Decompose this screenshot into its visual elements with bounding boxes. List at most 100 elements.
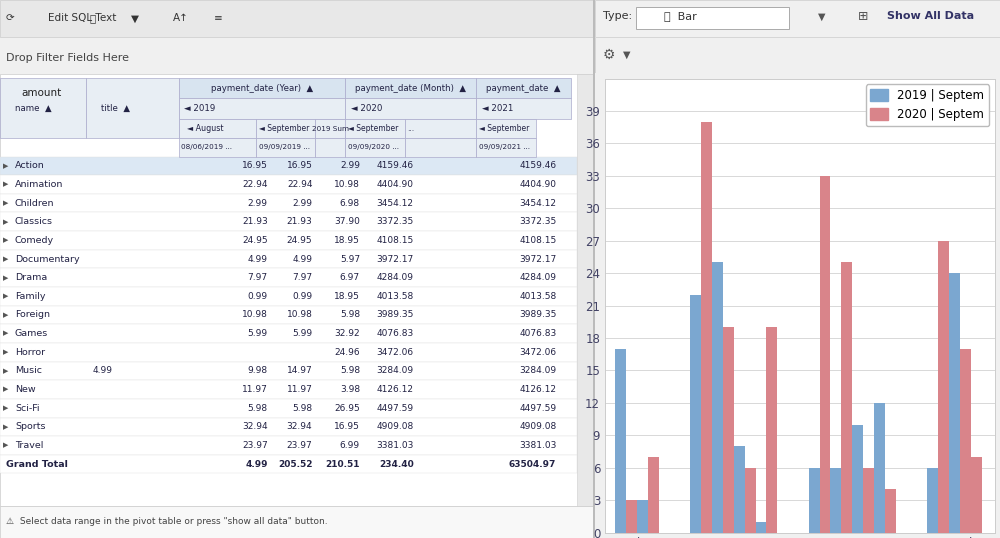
Text: 4.99: 4.99 bbox=[245, 459, 268, 469]
Bar bbox=[690, 295, 701, 533]
Text: 16.95: 16.95 bbox=[242, 161, 268, 171]
Text: 3472.06: 3472.06 bbox=[376, 348, 414, 357]
Text: Sci-Fi: Sci-Fi bbox=[15, 404, 39, 413]
Text: 📊  Bar: 📊 Bar bbox=[664, 11, 697, 22]
Bar bbox=[0, 157, 577, 175]
Bar bbox=[0, 362, 577, 380]
Text: 4108.15: 4108.15 bbox=[376, 236, 414, 245]
Text: ◄ 2020: ◄ 2020 bbox=[351, 104, 382, 113]
Text: ▶: ▶ bbox=[3, 293, 8, 299]
Text: 5.98: 5.98 bbox=[340, 310, 360, 320]
Text: Edit SQL Text: Edit SQL Text bbox=[48, 13, 116, 23]
Text: 9.98: 9.98 bbox=[248, 366, 268, 376]
Bar bbox=[178, 98, 345, 119]
Text: 63504.97: 63504.97 bbox=[509, 459, 556, 469]
Text: 3972.17: 3972.17 bbox=[376, 254, 414, 264]
Text: 3472.06: 3472.06 bbox=[519, 348, 556, 357]
Bar bbox=[0, 74, 595, 506]
Text: 4284.09: 4284.09 bbox=[519, 273, 556, 282]
Text: Show All Data: Show All Data bbox=[887, 11, 974, 22]
Bar bbox=[863, 468, 874, 533]
Bar bbox=[636, 8, 789, 29]
Text: 4126.12: 4126.12 bbox=[519, 385, 556, 394]
Text: 22.94: 22.94 bbox=[242, 180, 268, 189]
Text: 16.95: 16.95 bbox=[287, 161, 312, 171]
Text: 4284.09: 4284.09 bbox=[377, 273, 414, 282]
Text: 26.95: 26.95 bbox=[334, 404, 360, 413]
Text: 32.94: 32.94 bbox=[287, 422, 312, 431]
Bar bbox=[960, 349, 971, 533]
Text: Animation: Animation bbox=[15, 180, 63, 189]
Bar bbox=[476, 138, 536, 157]
Bar bbox=[256, 119, 315, 138]
Text: 4076.83: 4076.83 bbox=[376, 329, 414, 338]
Bar bbox=[178, 138, 256, 157]
Bar bbox=[476, 78, 571, 98]
Text: Horror: Horror bbox=[15, 348, 45, 357]
Text: ◄ September: ◄ September bbox=[348, 124, 398, 133]
Text: ⚙: ⚙ bbox=[603, 48, 616, 62]
Text: 4.99: 4.99 bbox=[248, 254, 268, 264]
Bar bbox=[0, 287, 577, 306]
Text: Music: Music bbox=[15, 366, 42, 376]
Text: 10.98: 10.98 bbox=[287, 310, 312, 320]
Bar bbox=[723, 327, 734, 533]
Text: ▶: ▶ bbox=[3, 442, 8, 449]
Text: 5.98: 5.98 bbox=[248, 404, 268, 413]
Text: 14.97: 14.97 bbox=[287, 366, 312, 376]
Text: 3381.03: 3381.03 bbox=[519, 441, 556, 450]
Text: 09/09/2021 ...: 09/09/2021 ... bbox=[479, 144, 530, 151]
Text: ◄ 2019: ◄ 2019 bbox=[184, 104, 216, 113]
Text: 32.94: 32.94 bbox=[242, 422, 268, 431]
Bar bbox=[0, 250, 577, 268]
Text: Games: Games bbox=[15, 329, 48, 338]
Text: 3284.09: 3284.09 bbox=[376, 366, 414, 376]
Text: 3372.35: 3372.35 bbox=[519, 217, 556, 226]
Text: 💾: 💾 bbox=[89, 13, 96, 23]
Text: ▶: ▶ bbox=[3, 424, 8, 430]
Text: 4497.59: 4497.59 bbox=[519, 404, 556, 413]
Text: 23.97: 23.97 bbox=[287, 441, 312, 450]
Bar bbox=[345, 138, 405, 157]
Text: ▶: ▶ bbox=[3, 163, 8, 169]
Bar bbox=[345, 119, 405, 138]
Text: 205.52: 205.52 bbox=[278, 459, 312, 469]
Text: ◄ September: ◄ September bbox=[479, 124, 529, 133]
Text: 3972.17: 3972.17 bbox=[519, 254, 556, 264]
Bar bbox=[971, 457, 982, 533]
Text: ▶: ▶ bbox=[3, 200, 8, 206]
Bar bbox=[938, 240, 949, 533]
Bar bbox=[648, 457, 659, 533]
Text: 22.94: 22.94 bbox=[287, 180, 312, 189]
Bar bbox=[0, 194, 577, 213]
Text: ▼: ▼ bbox=[623, 50, 631, 60]
Bar bbox=[0, 417, 577, 436]
Text: Children: Children bbox=[15, 199, 54, 208]
Bar bbox=[405, 138, 476, 157]
Text: ▶: ▶ bbox=[3, 349, 8, 355]
Bar bbox=[830, 468, 841, 533]
Text: ▶: ▶ bbox=[3, 331, 8, 337]
Text: 09/09/2019 ...: 09/09/2019 ... bbox=[259, 144, 310, 151]
Text: 21.93: 21.93 bbox=[242, 217, 268, 226]
Text: ≡: ≡ bbox=[214, 13, 223, 23]
Bar bbox=[745, 468, 756, 533]
Text: 0.99: 0.99 bbox=[248, 292, 268, 301]
Text: Family: Family bbox=[15, 292, 45, 301]
Text: 3.98: 3.98 bbox=[340, 385, 360, 394]
Text: 32.92: 32.92 bbox=[334, 329, 360, 338]
Bar bbox=[809, 468, 820, 533]
Text: ▶: ▶ bbox=[3, 219, 8, 225]
Text: 11.97: 11.97 bbox=[242, 385, 268, 394]
Text: amount: amount bbox=[22, 88, 62, 98]
Bar bbox=[927, 468, 938, 533]
Text: ▼: ▼ bbox=[818, 11, 825, 22]
Bar bbox=[0, 324, 577, 343]
Text: 24.95: 24.95 bbox=[242, 236, 268, 245]
Text: 18.95: 18.95 bbox=[334, 236, 360, 245]
Text: ◄ September: ◄ September bbox=[259, 124, 309, 133]
Bar bbox=[178, 119, 256, 138]
Text: 3454.12: 3454.12 bbox=[519, 199, 556, 208]
Bar bbox=[178, 78, 345, 98]
Bar bbox=[885, 490, 896, 533]
